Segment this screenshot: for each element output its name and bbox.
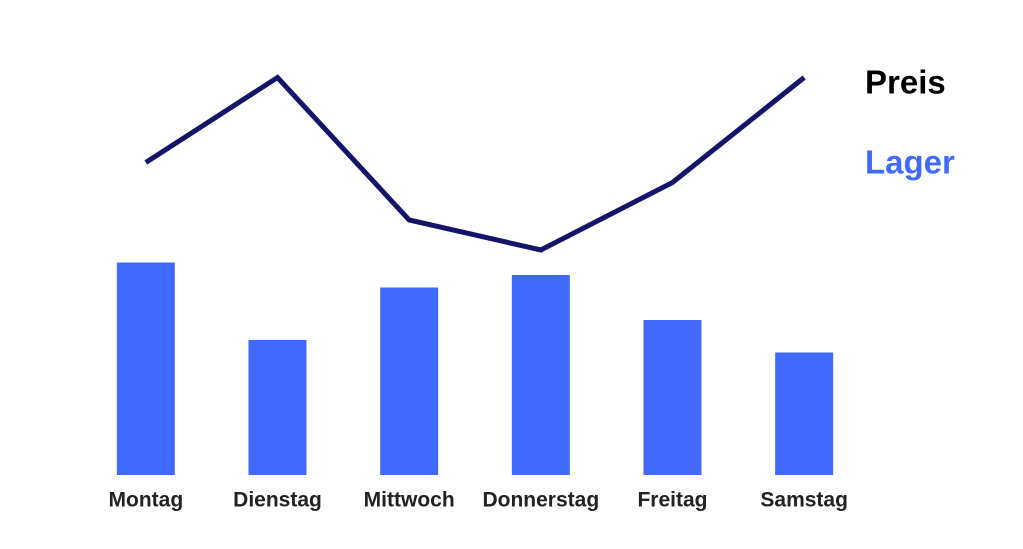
x-tick-label: Donnerstag	[482, 489, 599, 512]
bar	[380, 287, 439, 475]
x-tick-label: Mittwoch	[364, 489, 455, 512]
line	[144, 74, 806, 253]
legend-entry: Preis	[865, 64, 946, 101]
bar	[775, 352, 834, 475]
bar	[511, 275, 570, 475]
legend-entry: Lager	[865, 144, 955, 181]
bar	[116, 262, 175, 475]
x-tick-label: Samstag	[760, 489, 848, 512]
bar	[643, 320, 702, 475]
x-tick-label: Freitag	[637, 489, 707, 512]
x-tick-label: Dienstag	[233, 489, 322, 512]
x-tick-label: Montag	[109, 489, 184, 512]
bar	[248, 340, 307, 475]
